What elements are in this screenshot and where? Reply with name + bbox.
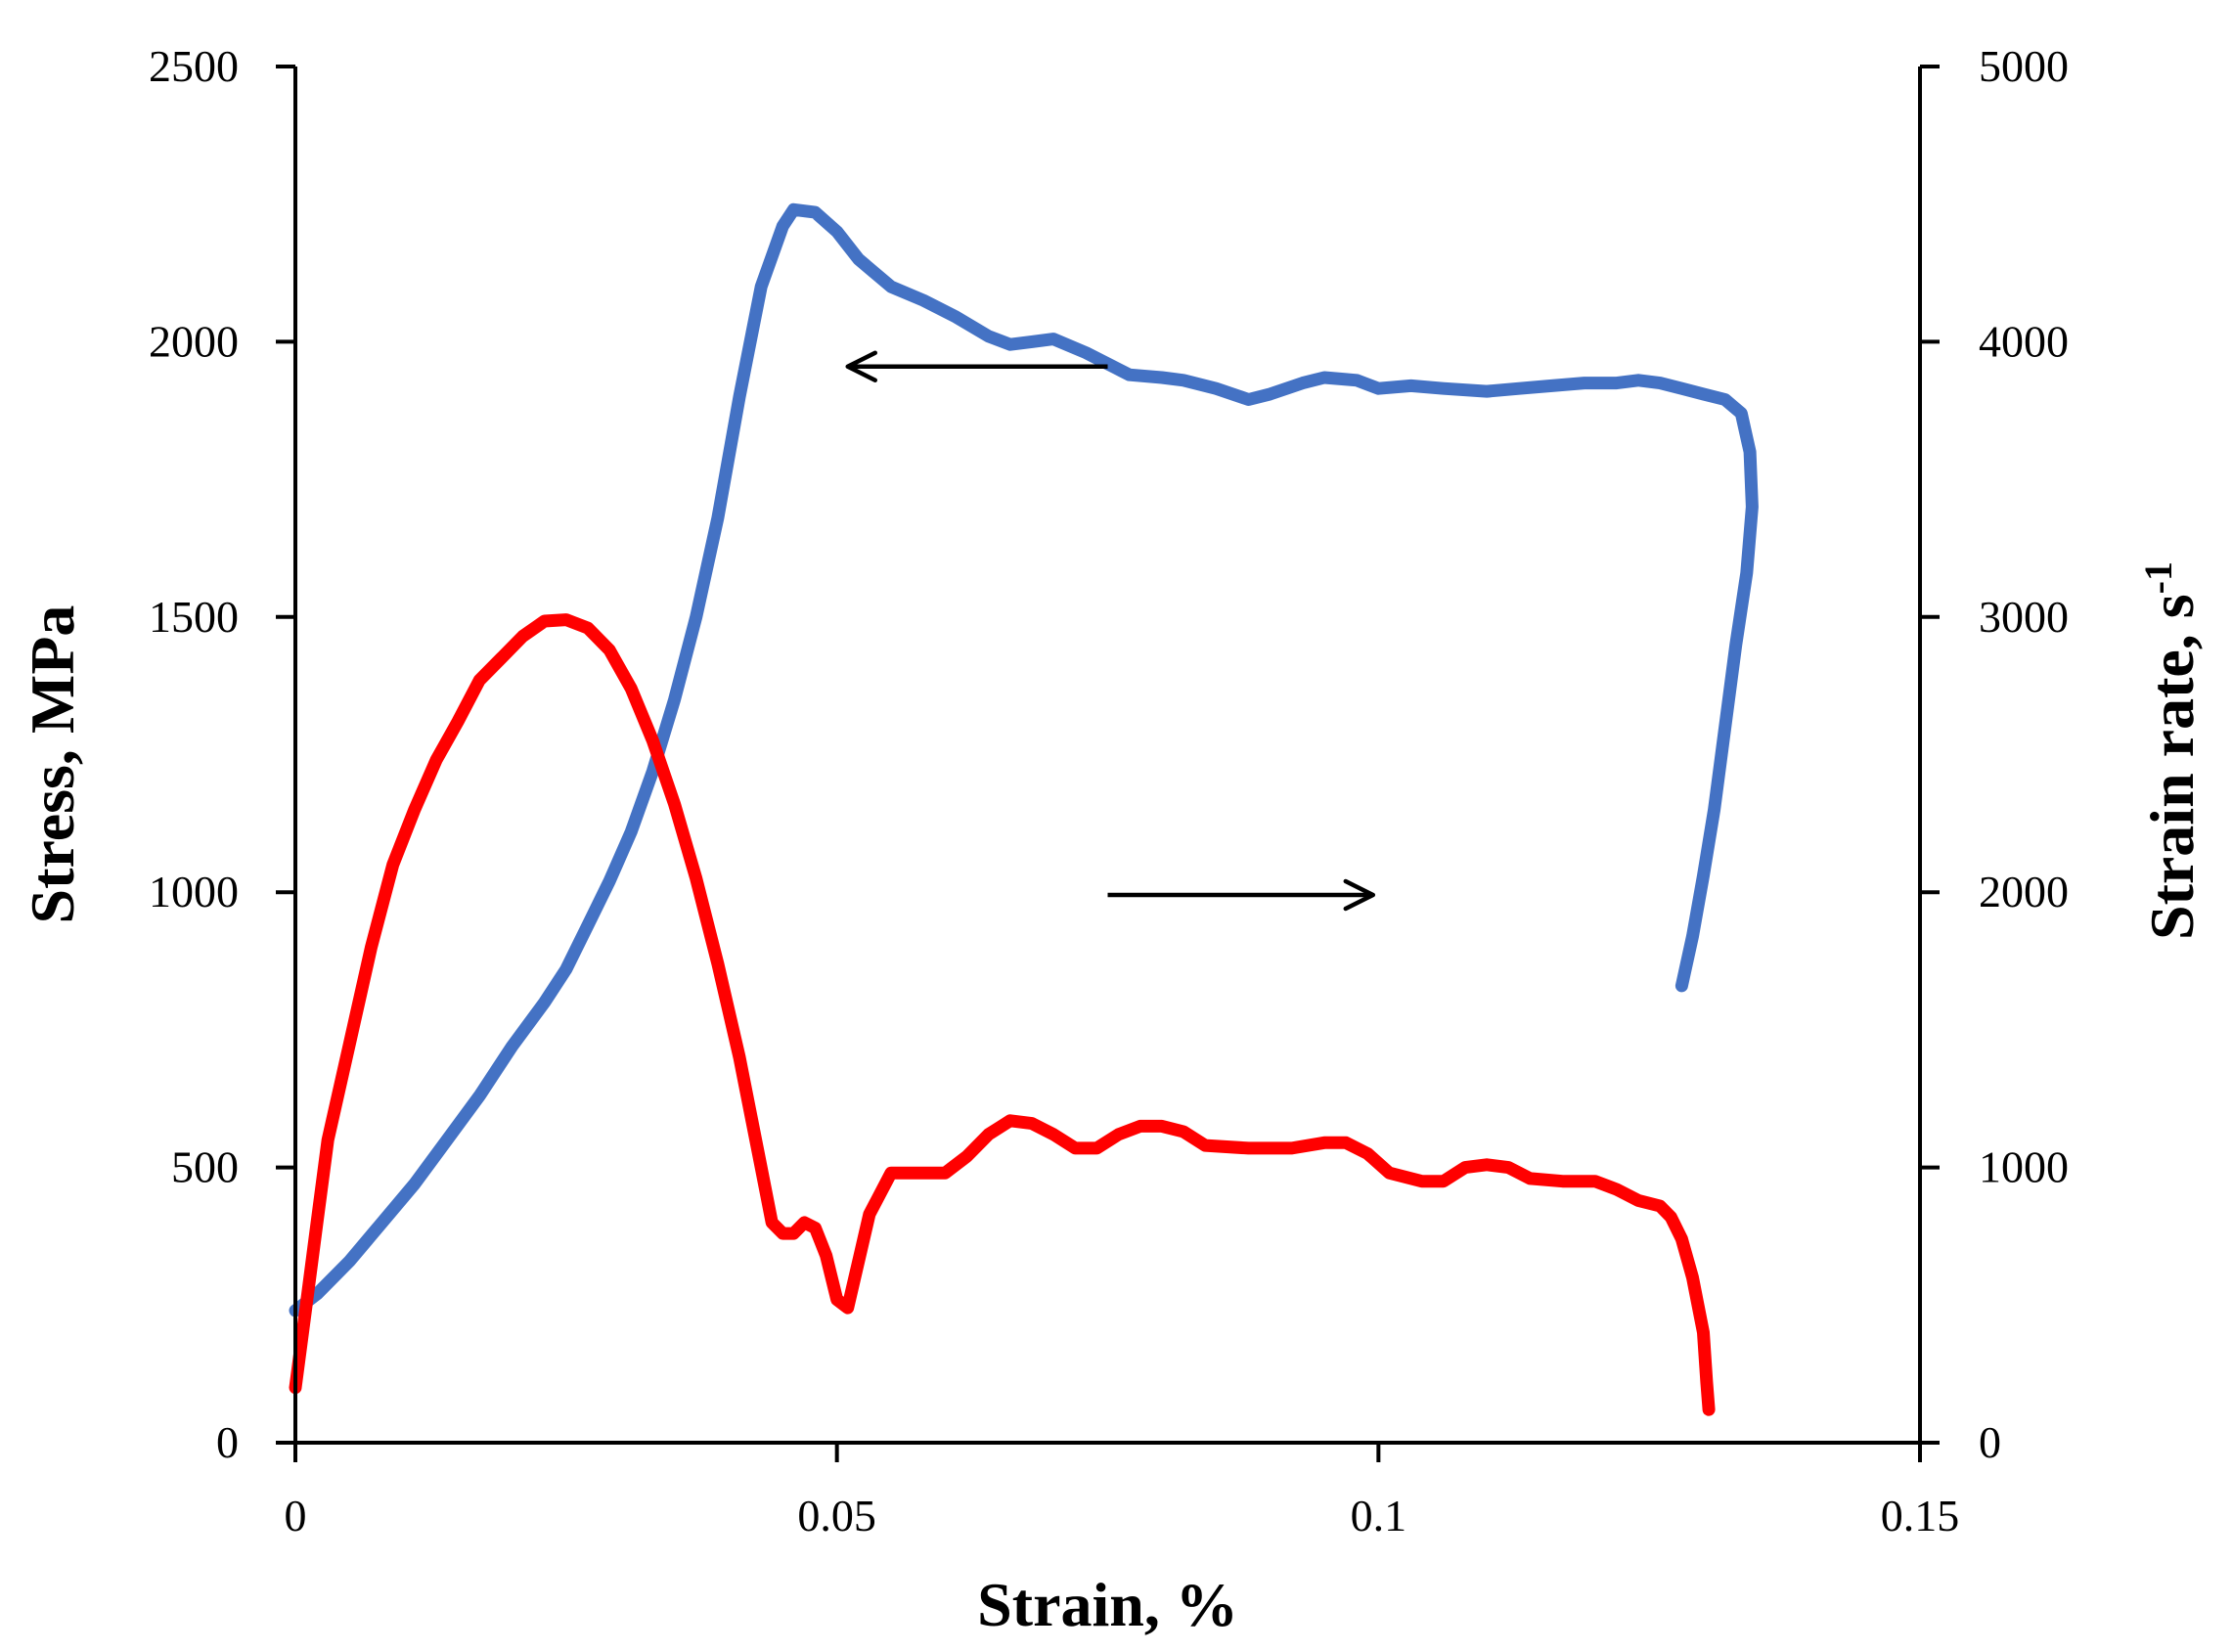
x-tick-label: 0.05 <box>797 1491 876 1540</box>
plot-area <box>289 202 1759 1416</box>
left-y-tick-label: 1000 <box>149 867 239 916</box>
right-y-tick-label: 3000 <box>1979 592 2069 642</box>
arrow-head <box>1343 878 1376 912</box>
right-y-axis-title-superscript: -1 <box>2136 561 2180 594</box>
annotation-arrow-left <box>845 350 1108 382</box>
annotation-arrow-right <box>1107 878 1376 912</box>
right-y-tick-label: 4000 <box>1979 316 2069 366</box>
right-y-axis-title-main: Strain rate, s <box>2137 594 2207 940</box>
x-tick-label: 0.1 <box>1351 1491 1407 1540</box>
x-axis-title: Strain, % <box>977 1570 1238 1639</box>
left-y-tick-label: 1500 <box>149 592 239 642</box>
left-y-tick-label: 500 <box>171 1142 239 1192</box>
arrow-head <box>845 350 877 382</box>
ticks: 0 500 1000 1500 2000 2500 0 1000 2000 3000 4000 500… <box>149 41 2069 1540</box>
right-y-tick-label: 1000 <box>1979 1142 2069 1192</box>
right-y-tick-label: 0 <box>1979 1417 2001 1467</box>
left-y-tick-label: 2500 <box>149 41 239 91</box>
left-y-tick-label: 0 <box>216 1417 239 1467</box>
x-tick-label: 0 <box>285 1491 307 1540</box>
left-y-axis-title: Stress, MPa <box>18 605 87 924</box>
annotations <box>845 350 1376 912</box>
left-y-tick-label: 2000 <box>149 316 239 366</box>
right-y-axis-title: Strain rate, s-1 <box>2136 561 2208 940</box>
strain-rate-series-line <box>289 613 1716 1416</box>
right-y-tick-label: 5000 <box>1979 41 2069 91</box>
right-y-tick-label: 2000 <box>1979 867 2069 916</box>
x-tick-label: 0.15 <box>1881 1491 1960 1540</box>
stress-series-line <box>289 202 1759 1317</box>
